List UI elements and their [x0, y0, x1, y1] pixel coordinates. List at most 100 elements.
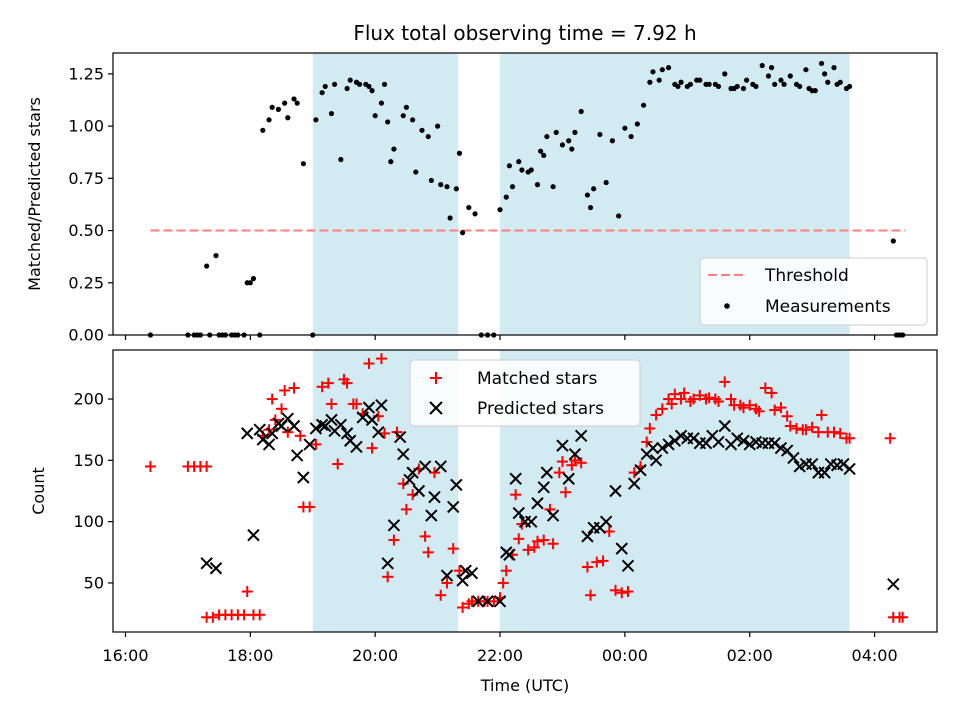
- measurement-point: [372, 113, 378, 119]
- measurement-point: [722, 71, 728, 77]
- measurement-point: [260, 127, 266, 133]
- predicted-legend-swatch: [429, 401, 443, 415]
- measurement-point: [641, 102, 647, 108]
- matched-star-point: [688, 393, 700, 405]
- count-y-tick-label: 150: [73, 451, 104, 470]
- matched-star-point: [201, 460, 213, 472]
- measurement-point: [291, 96, 297, 102]
- matched-star-point: [288, 382, 300, 394]
- matched-star-point: [488, 595, 500, 607]
- predicted-star-point: [340, 427, 354, 440]
- ratio-y-tick-label: 0.50: [68, 221, 104, 240]
- measurement-point: [656, 77, 662, 83]
- measurement-point: [428, 177, 434, 184]
- matched-star-point: [316, 381, 328, 393]
- predicted-star-point: [381, 557, 394, 570]
- predicted-star-point: [209, 562, 223, 575]
- predicted-star-point: [412, 484, 426, 498]
- count-y-axis-label: Count: [29, 467, 48, 515]
- predicted-star-point: [375, 398, 388, 412]
- matched-star-point: [341, 377, 353, 389]
- measurement-point: [753, 83, 759, 90]
- predicted-star-point: [456, 574, 469, 587]
- matched-star-point: [616, 587, 628, 599]
- matched-star-point: [207, 611, 219, 623]
- matched-star-point: [725, 393, 737, 405]
- predicted-star-point: [290, 449, 304, 462]
- matched-star-point: [375, 353, 387, 365]
- measurement-point: [812, 88, 818, 94]
- matched-star-point: [419, 530, 431, 542]
- measurement-point: [822, 71, 828, 77]
- measurement-point: [544, 133, 550, 140]
- predicted-star-point: [241, 427, 254, 440]
- measurement-point: [275, 106, 282, 112]
- matched-star-point: [610, 584, 622, 596]
- matched-star-point: [254, 609, 266, 621]
- measurement-point: [591, 186, 597, 192]
- matched-star-point: [428, 467, 440, 479]
- predicted-star-point: [309, 422, 323, 435]
- matched-star-point: [453, 565, 465, 577]
- count-x-axis-label: Time (UTC): [480, 676, 569, 695]
- predicted-star-point: [247, 528, 260, 542]
- measurement-point: [516, 159, 522, 165]
- count-legend: Matched stars Predicted stars: [409, 359, 641, 427]
- ratio-y-tick-label: 0.25: [68, 273, 104, 292]
- matched-star-point: [310, 438, 322, 450]
- predicted-star-point: [425, 509, 438, 522]
- measurement-point: [587, 204, 594, 211]
- predicted-star-point: [372, 425, 385, 439]
- ratio-y-tick-label: 1.00: [68, 117, 104, 136]
- predicted-star-point: [315, 418, 329, 431]
- predicted-star-point: [843, 462, 856, 476]
- predicted-star-point: [428, 490, 441, 504]
- matched-star-point: [669, 388, 681, 400]
- measurement-point: [356, 81, 363, 87]
- measurements-legend-swatch: [724, 303, 730, 309]
- matched-star-point: [441, 577, 453, 589]
- predicted-star-point: [646, 441, 660, 455]
- measurement-point: [803, 67, 809, 73]
- predicted-star-point: [568, 448, 582, 461]
- predicted-star-point: [581, 530, 594, 543]
- matched-star-point: [422, 546, 434, 558]
- measurement-point: [831, 65, 837, 71]
- matched-star-point: [828, 426, 840, 438]
- matched-star-point: [500, 565, 512, 577]
- predicted-star-point: [649, 454, 663, 467]
- matched-star-point: [522, 544, 534, 556]
- matched-star-point: [457, 601, 469, 613]
- measurement-point: [366, 83, 372, 90]
- measurement-point: [825, 79, 831, 85]
- predicted-star-point: [531, 497, 544, 510]
- predicted-star-point: [634, 463, 647, 477]
- predicted-star-point: [362, 401, 376, 414]
- measurement-point: [503, 194, 509, 200]
- measurement-point: [369, 88, 375, 94]
- measurement-point: [584, 192, 591, 198]
- predicted-star-point: [787, 451, 800, 465]
- predicted-star-point: [471, 595, 485, 608]
- predicted-star-point: [397, 448, 410, 461]
- predicted-star-point: [525, 515, 538, 528]
- predicted-legend-label: Predicted stars: [477, 399, 604, 419]
- measurement-point: [781, 81, 787, 87]
- measurement-point: [603, 179, 609, 186]
- matched-star-point: [650, 409, 662, 421]
- matched-star-point: [400, 503, 412, 515]
- observing-interval-0: [312, 53, 459, 335]
- count-y-tick-label: 200: [73, 390, 104, 409]
- measurement-point: [553, 129, 559, 135]
- measurement-point: [550, 184, 556, 190]
- count-x-tick-label: 00:00: [602, 646, 648, 665]
- measurement-point: [444, 184, 450, 190]
- measurement-point: [266, 117, 272, 123]
- measurement-point: [597, 131, 603, 138]
- predicted-star-point: [350, 440, 363, 454]
- measurement-point: [772, 81, 778, 87]
- measurement-point: [347, 77, 353, 83]
- predicted-star-point: [609, 484, 622, 498]
- matched-star-point: [553, 467, 565, 479]
- count-x-tick-label: 04:00: [852, 646, 898, 665]
